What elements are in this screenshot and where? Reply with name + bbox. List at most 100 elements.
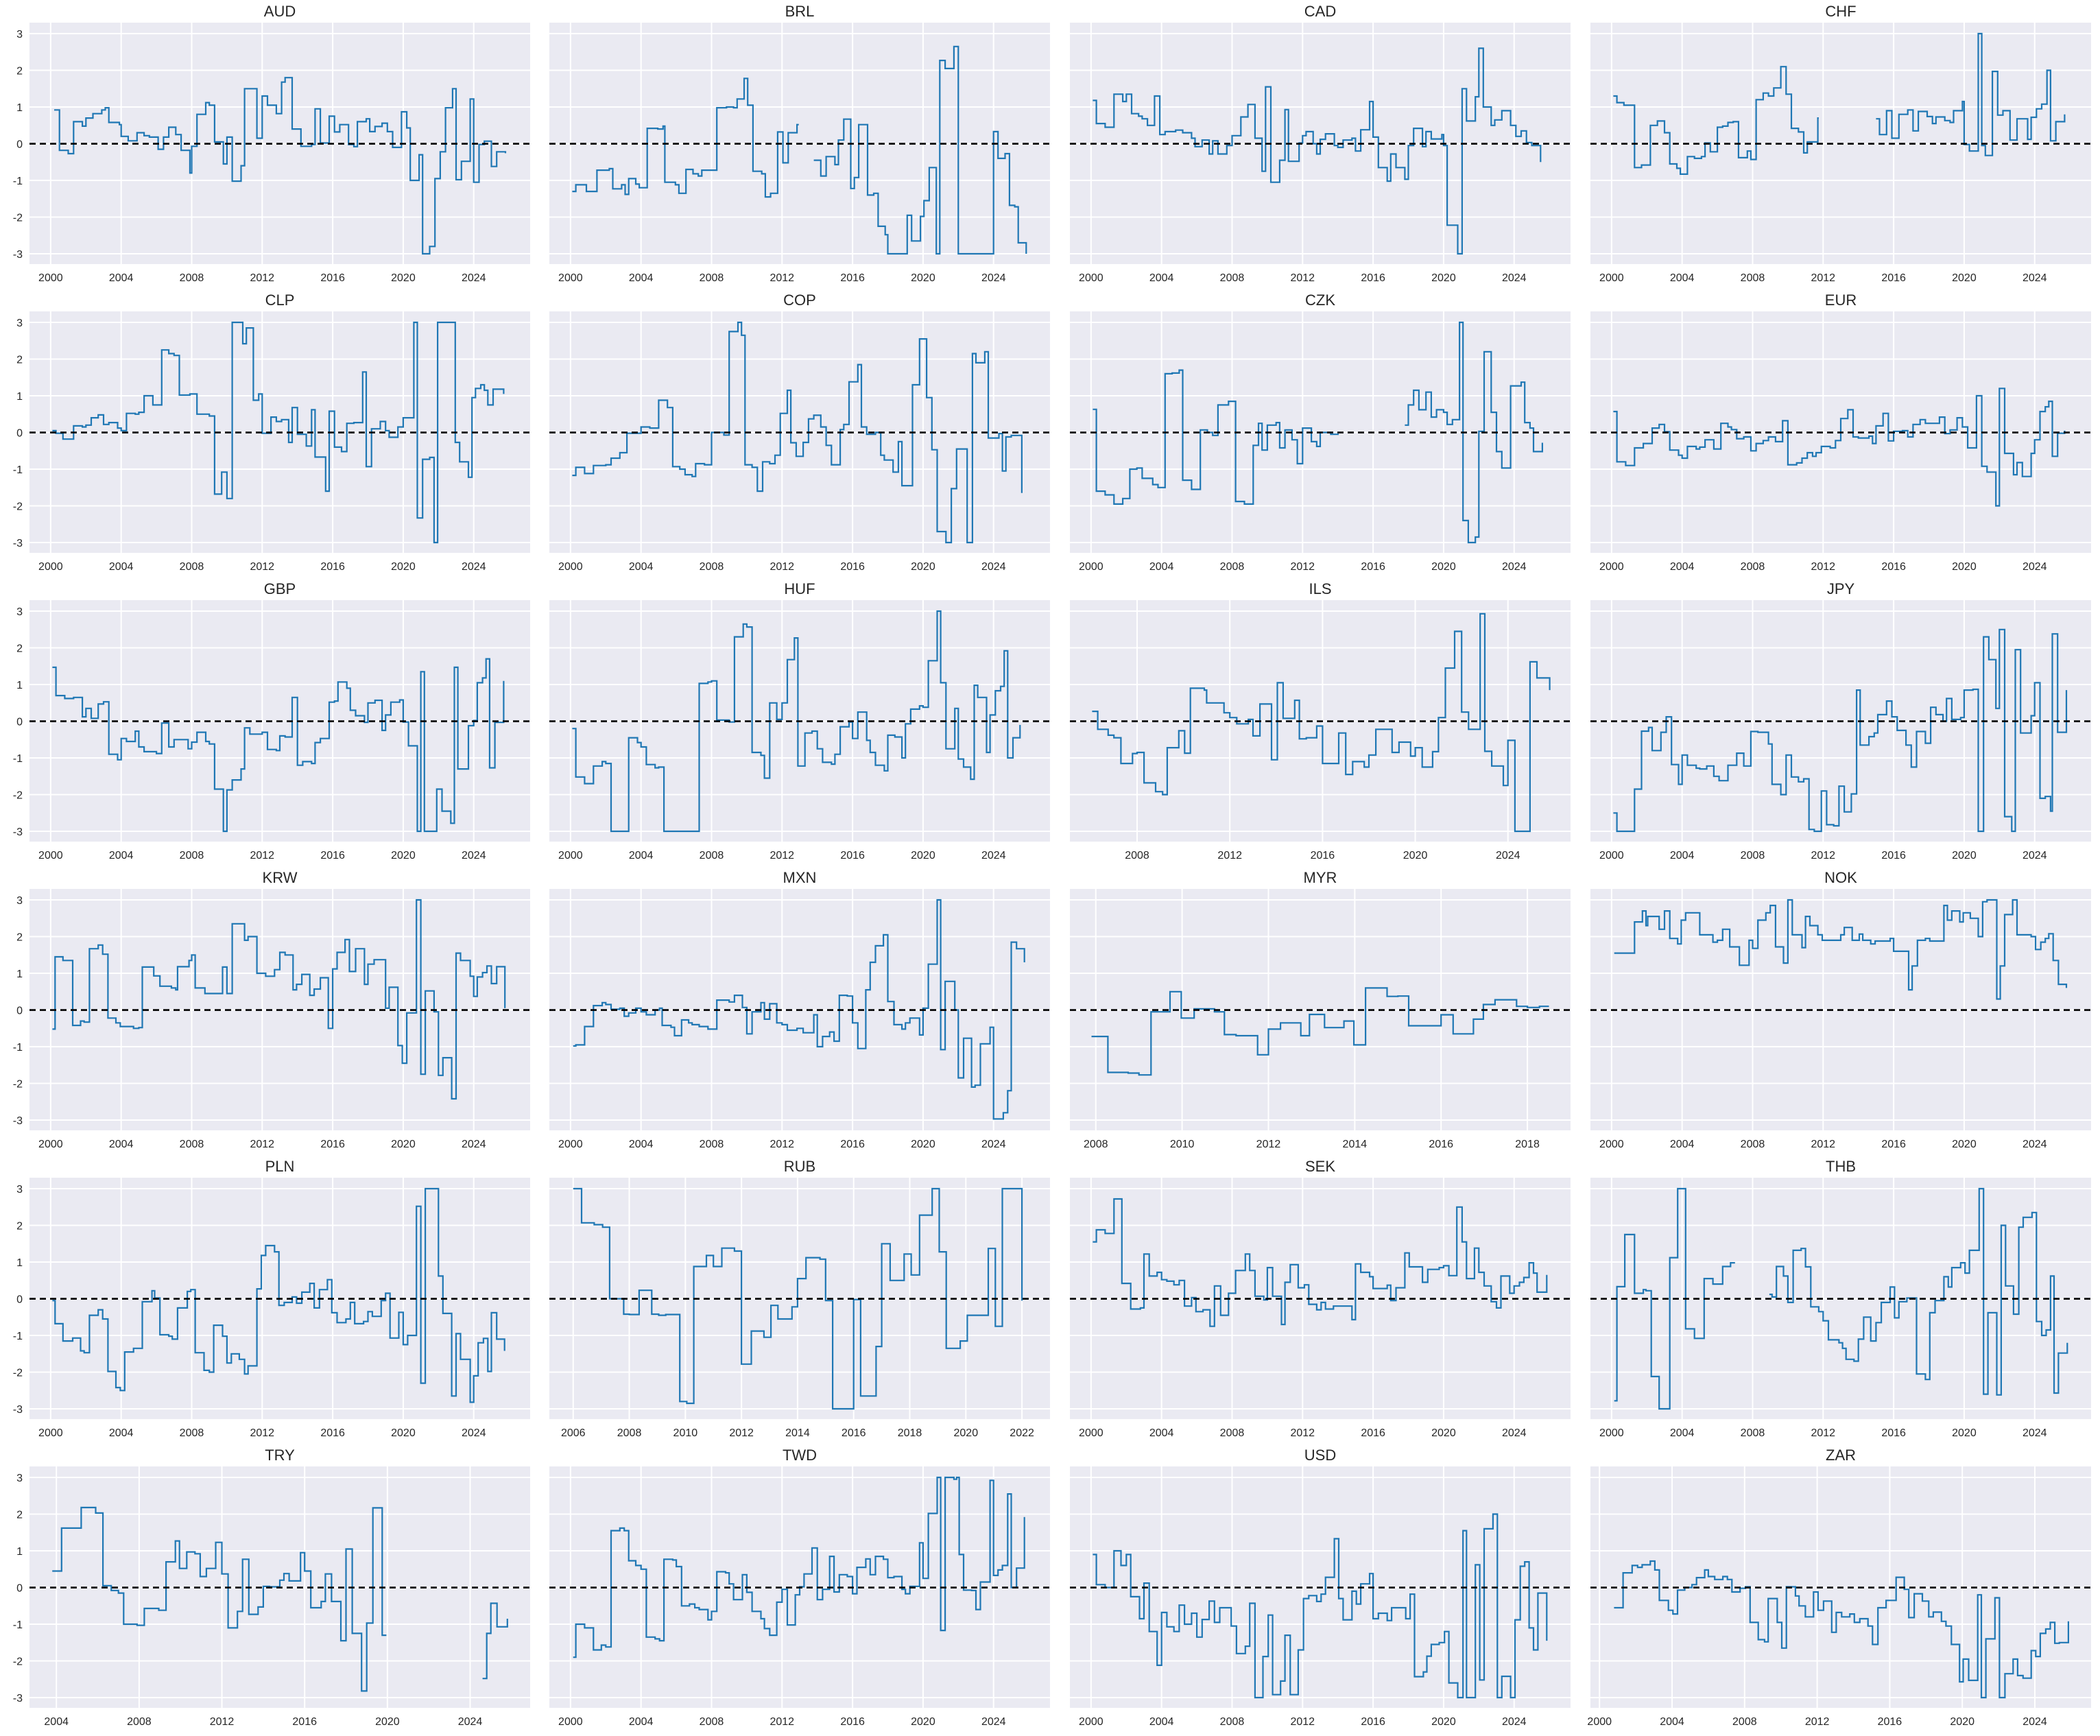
x-tick-label: 2008 (1125, 850, 1149, 861)
x-tick-label: 2016 (1361, 1427, 1385, 1439)
x-tick-label: 2004 (1670, 272, 1695, 284)
x-tick-label: 2016 (1881, 1427, 1906, 1439)
x-tick-label: 2008 (127, 1716, 152, 1728)
y-tick-label: -3 (13, 827, 23, 838)
x-tick-label: 2010 (673, 1427, 698, 1439)
panel-title: ZAR (1826, 1447, 1856, 1464)
y-tick-label: 1 (16, 1546, 23, 1558)
x-tick-label: 2016 (1311, 850, 1335, 861)
x-tick-label: 2004 (1660, 1716, 1684, 1728)
panel-title: BRL (785, 3, 815, 20)
panel-rub: RUB 2006 2008 2010 2012 2014 2016 2018 2020 2022 (549, 1158, 1050, 1439)
x-tick-label: 2016 (1881, 561, 1906, 573)
x-tick-label: 2008 (1732, 1716, 1757, 1728)
x-tick-label: 2024 (2023, 272, 2047, 284)
series-line (1093, 1513, 1548, 1699)
x-tick-label: 2000 (1599, 1139, 1624, 1150)
series-line (573, 1476, 1025, 1658)
x-tick-label: 2024 (1502, 1716, 1527, 1728)
panel-title: ILS (1309, 580, 1331, 597)
panel-ils: ILS 2008 2012 2016 2020 2024 (1070, 580, 1571, 861)
panel-title: PLN (265, 1158, 295, 1175)
x-tick-label: 2004 (109, 272, 134, 284)
y-tick-label: -3 (13, 1115, 23, 1127)
x-tick-label: 2012 (1256, 1139, 1281, 1150)
panel-gbp: GBP -3 -2 -1 0 1 2 3 2000 2004 2008 2012 2016 2020 202… (13, 580, 530, 861)
x-tick-label: 2008 (700, 561, 724, 573)
x-tick-label: 2012 (1290, 1427, 1315, 1439)
x-tick-label: 2000 (1079, 272, 1103, 284)
y-tick-label: -1 (13, 1331, 23, 1342)
x-tick-label: 2000 (558, 272, 583, 284)
x-tick-label: 2000 (1079, 1427, 1103, 1439)
x-tick-label: 2008 (1741, 1427, 1765, 1439)
x-tick-label: 2024 (1502, 272, 1527, 284)
x-tick-label: 2004 (1670, 561, 1695, 573)
x-tick-label: 2008 (700, 1139, 724, 1150)
panel-title: MYR (1304, 869, 1337, 886)
y-tick-label: 0 (16, 717, 23, 728)
x-tick-label: 2008 (700, 272, 724, 284)
x-tick-label: 2008 (1220, 1427, 1245, 1439)
x-tick-label: 2000 (1599, 561, 1624, 573)
x-tick-label: 2008 (1084, 1139, 1108, 1150)
x-tick-label: 2022 (1010, 1427, 1034, 1439)
x-tick-label: 2000 (1599, 272, 1624, 284)
panel-title: COP (783, 292, 816, 309)
x-tick-label: 2008 (1220, 1716, 1245, 1728)
panel-title: CLP (265, 292, 295, 309)
panel-cad: CAD 2000 2004 2008 2012 2016 2020 2024 (1070, 3, 1571, 284)
x-tick-label: 2000 (558, 1139, 583, 1150)
x-tick-label: 2016 (320, 561, 345, 573)
panel-thb: THB 2000 2004 2008 2012 2016 2020 2024 (1590, 1158, 2091, 1439)
panel-clp: CLP -3 -2 -1 0 1 2 3 2000 2004 2008 2012 2016 2020 202… (13, 292, 530, 573)
panel-brl: BRL 2000 2004 2008 2012 2016 2020 2024 (549, 3, 1050, 284)
x-tick-label: 2008 (180, 850, 204, 861)
x-tick-label: 2020 (1431, 561, 1456, 573)
x-tick-label: 2020 (1952, 1427, 1977, 1439)
x-tick-label: 2012 (769, 272, 794, 284)
x-tick-label: 2016 (1361, 1716, 1385, 1728)
x-tick-label: 2008 (700, 1716, 724, 1728)
x-tick-label: 2020 (1952, 561, 1977, 573)
x-tick-label: 2000 (1079, 1716, 1103, 1728)
x-tick-label: 2008 (1220, 561, 1245, 573)
x-tick-label: 2024 (981, 1139, 1006, 1150)
panel-myr: MYR 2008 2010 2012 2014 2016 2018 (1070, 869, 1571, 1150)
x-tick-label: 2012 (250, 561, 274, 573)
panel-huf: HUF 2000 2004 2008 2012 2016 2020 2024 (549, 580, 1050, 861)
panel-twd: TWD 2000 2004 2008 2012 2016 2020 2024 (549, 1447, 1050, 1728)
x-tick-label: 2004 (629, 1139, 654, 1150)
panel-chf: CHF 2000 2004 2008 2012 2016 2020 2024 (1590, 3, 2091, 284)
panel-title: AUD (264, 3, 296, 20)
series-line (1093, 321, 1543, 544)
panel-title: EUR (1825, 292, 1857, 309)
x-tick-label: 2016 (840, 1139, 865, 1150)
x-tick-label: 2024 (1496, 850, 1520, 861)
y-tick-label: 2 (16, 932, 23, 944)
x-tick-label: 2004 (109, 850, 134, 861)
x-tick-label: 2024 (2023, 1427, 2047, 1439)
y-tick-label: -2 (13, 501, 23, 513)
x-tick-label: 2016 (842, 1427, 866, 1439)
x-tick-label: 2012 (1811, 1427, 1835, 1439)
x-tick-label: 2008 (1741, 850, 1765, 861)
y-tick-label: 2 (16, 1510, 23, 1521)
x-tick-label: 2012 (1805, 1716, 1830, 1728)
x-tick-label: 2012 (1290, 1716, 1315, 1728)
y-tick-label: 1 (16, 391, 23, 403)
y-tick-label: 2 (16, 643, 23, 655)
x-tick-label: 2004 (1149, 272, 1174, 284)
x-tick-label: 2020 (1431, 1427, 1456, 1439)
y-tick-label: 2 (16, 66, 23, 78)
x-tick-label: 2004 (629, 1716, 654, 1728)
x-tick-label: 2004 (629, 850, 654, 861)
x-tick-label: 2016 (840, 272, 865, 284)
y-tick-label: 3 (16, 318, 23, 329)
x-tick-label: 2004 (1670, 1139, 1695, 1150)
x-tick-label: 2018 (1515, 1139, 1540, 1150)
x-tick-label: 2020 (1952, 272, 1977, 284)
x-tick-label: 2020 (1952, 1139, 1977, 1150)
y-tick-label: 1 (16, 968, 23, 980)
x-tick-label: 2004 (44, 1716, 69, 1728)
